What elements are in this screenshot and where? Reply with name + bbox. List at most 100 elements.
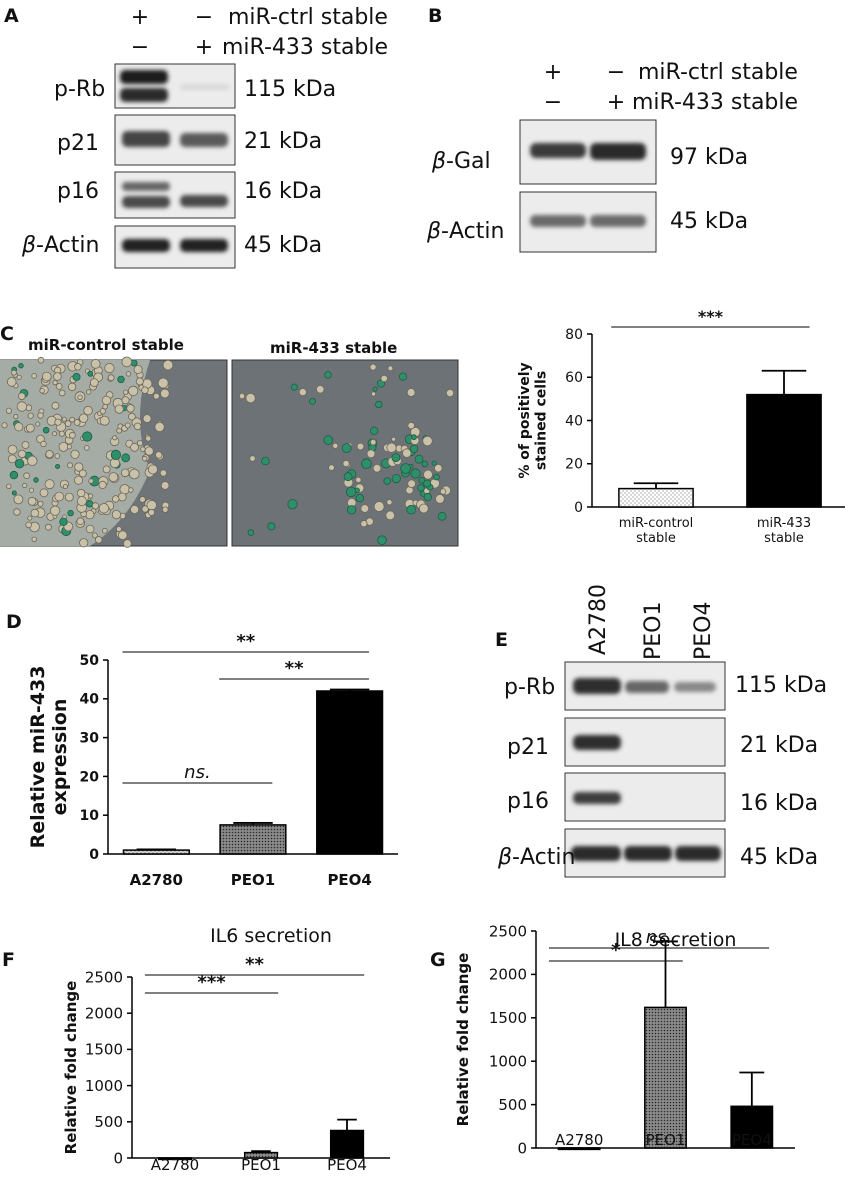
panel-c: C miR-control stable miR-433 stable 0 20 4…	[0, 307, 845, 548]
cell-dot	[355, 476, 362, 483]
y-tick-label: 10	[80, 808, 100, 824]
protein-e-3: p16	[507, 789, 549, 814]
cell-dot	[130, 504, 140, 514]
cell-dot	[39, 388, 45, 394]
cell-dot	[407, 421, 415, 430]
cell-dot	[84, 445, 90, 451]
cell-dot	[360, 504, 370, 513]
cell-dot	[85, 524, 95, 534]
bar	[730, 1105, 774, 1149]
sign-a-r1-l2: −	[195, 5, 213, 30]
cell-dot	[17, 449, 27, 459]
protein-a-2: p21	[57, 131, 99, 156]
category-label: miR-control stable	[619, 516, 694, 546]
cell-dot	[355, 493, 364, 503]
panel-a: A + − miR-ctrl stable − + miR-433 stable…	[4, 5, 388, 269]
protein-a-1: p-Rb	[54, 77, 105, 102]
cell-dot	[76, 496, 87, 507]
cell-dot	[130, 442, 139, 452]
protein-e-1: p-Rb	[504, 675, 555, 700]
cell-dot	[110, 449, 122, 460]
cell-dot	[417, 484, 425, 492]
category-label: PEO4	[732, 1131, 772, 1149]
y-tick-label: 1500	[489, 1009, 527, 1027]
cell-dot	[124, 422, 131, 429]
y-tick-label: 2500	[85, 968, 123, 986]
cell-dot	[91, 502, 100, 510]
bar	[557, 1147, 601, 1151]
category-label: A2780	[151, 1156, 199, 1174]
cell-dot	[133, 364, 143, 374]
cell-dot	[431, 460, 437, 466]
protein-e-2: p21	[507, 735, 549, 760]
cell-dot	[129, 468, 140, 480]
cell-dot	[85, 510, 95, 520]
cell-dot	[117, 492, 127, 502]
cell-dot	[121, 356, 133, 368]
cell-dot	[121, 453, 131, 463]
bar	[329, 1129, 365, 1159]
sign-a-r2-l1: −	[131, 35, 149, 60]
cell-dot	[410, 434, 417, 441]
category-label: PEO1	[646, 1131, 686, 1149]
cell-dot	[37, 356, 45, 364]
sign-b-r2-l1: −	[544, 90, 562, 115]
cell-dot	[58, 441, 69, 452]
cell-dot	[72, 372, 81, 381]
cell-dot	[83, 405, 93, 416]
panel-letter-d: D	[6, 611, 22, 633]
cell-dot	[120, 468, 130, 478]
panel-d: D 0 10 20 30 40 50 A2780 PEO1 PEO4 Relative miR-4…	[6, 611, 398, 889]
cell-dot	[139, 496, 146, 503]
cell-dot	[54, 491, 64, 502]
cell-dot	[54, 453, 61, 459]
micrograph-control	[0, 356, 228, 548]
cell-dot	[144, 446, 154, 456]
cell-dot	[370, 426, 379, 435]
cell-dot	[78, 413, 89, 423]
cell-dot	[58, 389, 66, 397]
y-tick-label: 50	[80, 653, 100, 669]
cell-dot	[7, 454, 17, 464]
cell-dot	[391, 453, 401, 463]
cell-dot	[391, 436, 397, 442]
cell-dot	[372, 463, 382, 473]
blot-e-prb	[564, 661, 726, 711]
cell-dot	[61, 416, 67, 422]
bar	[316, 690, 384, 855]
cell-dot	[375, 400, 383, 409]
cell-dot	[52, 431, 58, 437]
significance-label: ***	[698, 307, 724, 326]
cell-dot	[23, 472, 30, 480]
cell-dot	[74, 363, 82, 371]
cell-dot	[9, 470, 19, 480]
cell-dot	[98, 480, 107, 489]
cell-dot	[27, 496, 37, 506]
cell-dot	[386, 499, 393, 506]
y-tick-label: 2000	[489, 966, 527, 984]
cell-dot	[25, 521, 32, 529]
micrograph-title-2: miR-433 stable	[270, 339, 397, 357]
cell-dot	[82, 431, 93, 442]
cell-dot	[88, 478, 94, 484]
size-a-4: 45 kDa	[244, 233, 322, 258]
cell-dot	[128, 385, 139, 396]
blot-a-p16	[114, 171, 236, 219]
panel-letter-g: G	[430, 949, 446, 971]
blot-e-p16	[564, 772, 726, 822]
cell-dot	[92, 532, 98, 539]
lane-e-1: A2780	[586, 584, 611, 655]
cell-dot	[21, 441, 30, 449]
y-tick-label: 1000	[489, 1052, 527, 1070]
panel-letter-e: E	[495, 629, 508, 651]
cell-dot	[119, 484, 130, 495]
cell-dot	[102, 527, 108, 534]
cell-dot	[434, 464, 443, 473]
blot-e-actin	[564, 828, 726, 878]
sign-a-r2-l2: +	[195, 35, 213, 60]
cell-dot	[410, 468, 421, 479]
cell-dot	[41, 371, 52, 382]
cell-dot	[66, 444, 73, 450]
cell-dot	[370, 439, 377, 446]
